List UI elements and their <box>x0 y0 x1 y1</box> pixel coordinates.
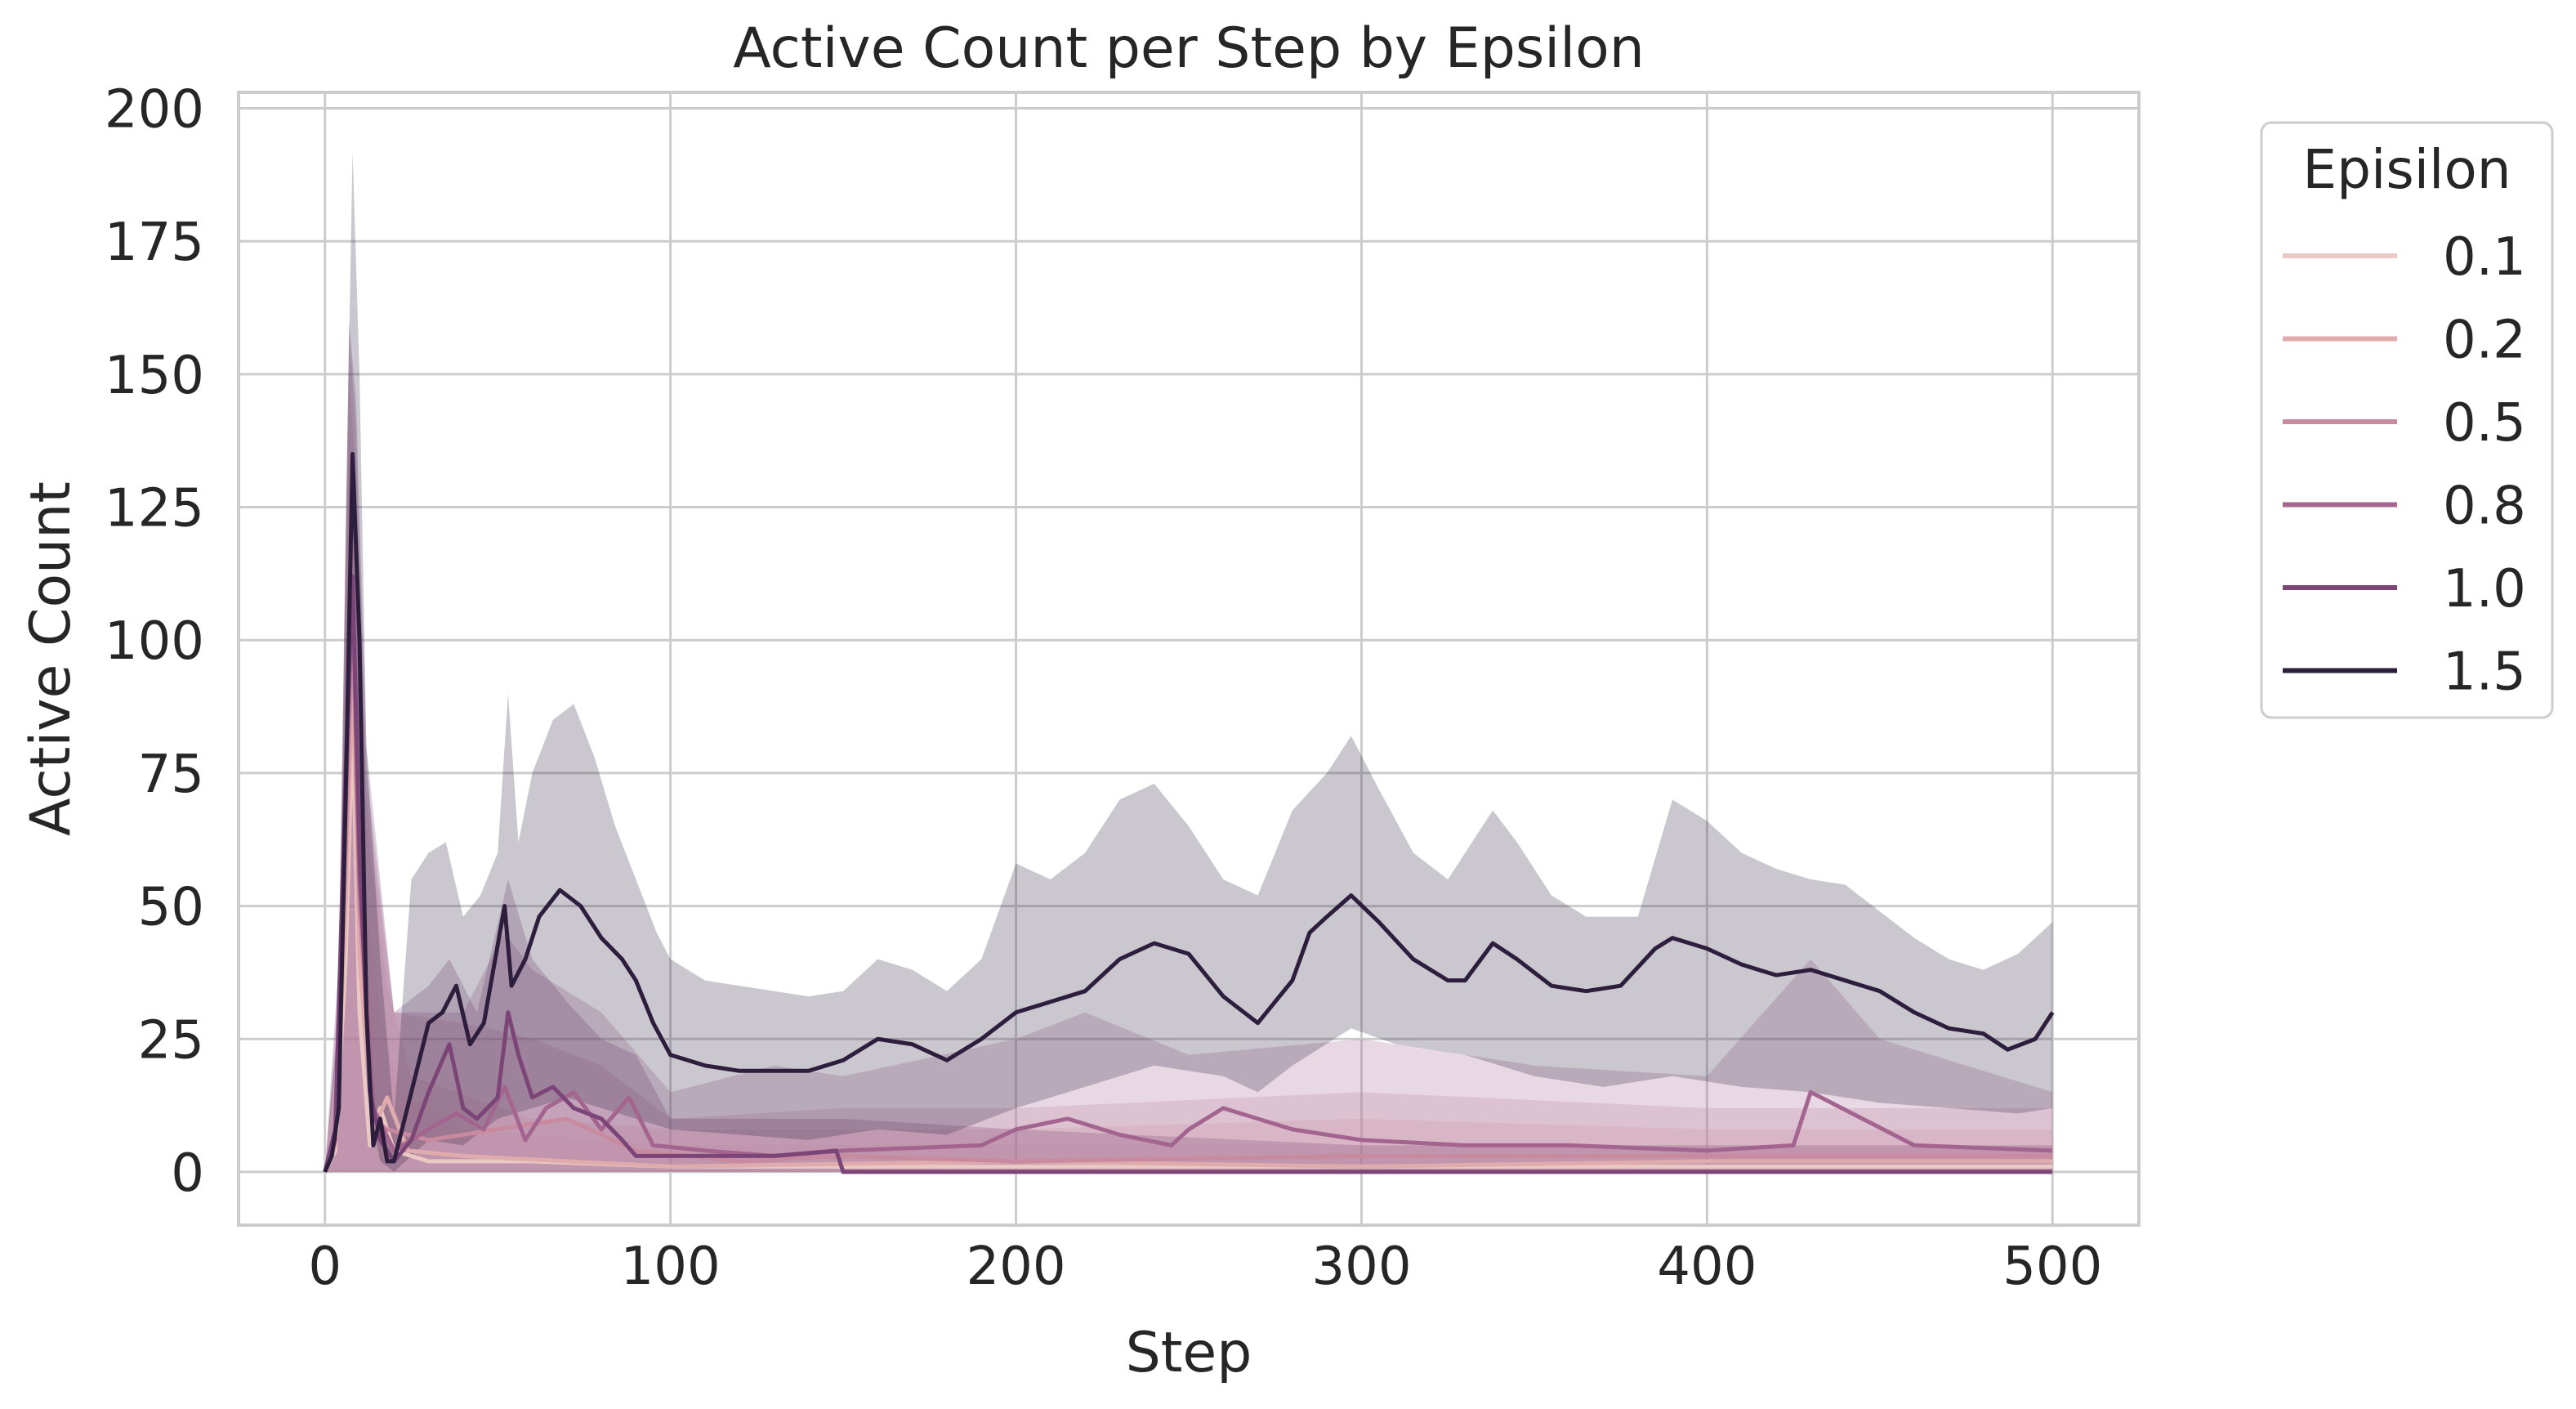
y-tick-label: 150 <box>105 346 204 406</box>
legend-label-0.1: 0.1 <box>2443 227 2526 288</box>
confidence-band-1.5 <box>324 150 2053 1172</box>
y-tick-label: 50 <box>138 878 204 938</box>
x-tick-labels: 0 100 200 300 400 500 <box>308 1237 2102 1297</box>
series-line-1.5 <box>323 451 2055 1173</box>
legend-items: 0.1 0.2 0.5 0.8 1.0 1.5 <box>2283 227 2526 703</box>
x-tick-label: 500 <box>2002 1237 2102 1297</box>
legend-label-0.2: 0.2 <box>2443 311 2526 371</box>
legend-label-1.0: 1.0 <box>2443 559 2526 620</box>
y-axis-label: Active Count <box>19 481 83 836</box>
chart-title: Active Count per Step by Epsilon <box>733 16 1645 81</box>
y-tick-labels: 0 25 50 75 100 125 150 175 200 <box>105 80 204 1204</box>
gridlines <box>239 92 2139 1225</box>
x-tick-label: 100 <box>621 1237 721 1297</box>
y-tick-label: 125 <box>105 479 204 539</box>
y-tick-label: 100 <box>105 611 204 672</box>
legend-label-0.5: 0.5 <box>2443 393 2526 454</box>
legend-title: Episilon <box>2302 138 2511 201</box>
legend-box <box>2260 121 2554 719</box>
x-tick-label: 0 <box>308 1237 342 1297</box>
plot-frame <box>237 91 2141 1227</box>
legend-label-0.8: 0.8 <box>2443 476 2526 537</box>
legend: Episilon 0.1 0.2 0.5 0.8 1.0 1.5 <box>2260 121 2554 719</box>
y-tick-label: 175 <box>105 212 204 273</box>
legend-label-1.5: 1.5 <box>2443 642 2526 703</box>
y-tick-label: 75 <box>138 745 204 805</box>
x-tick-label: 200 <box>966 1237 1065 1297</box>
series-lines <box>323 451 2055 1174</box>
x-axis-label: Step <box>1126 1321 1252 1385</box>
y-tick-label: 25 <box>138 1010 204 1071</box>
x-tick-label: 400 <box>1657 1237 1757 1297</box>
y-tick-label: 200 <box>105 80 204 141</box>
x-tick-label: 300 <box>1311 1237 1411 1297</box>
y-tick-label: 0 <box>171 1143 204 1204</box>
